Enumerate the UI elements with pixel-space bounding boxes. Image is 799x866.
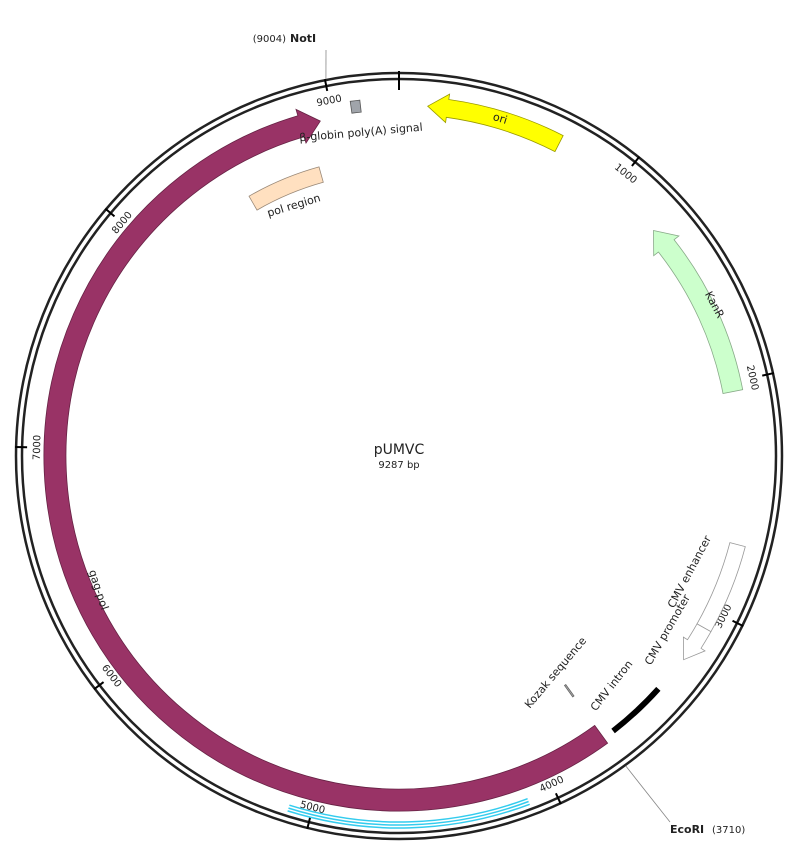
site-position: (3710) bbox=[712, 825, 745, 836]
tick-label: 7000 bbox=[32, 435, 44, 461]
feature bbox=[653, 230, 744, 394]
site-position: (9004) bbox=[253, 34, 286, 45]
tick-mark bbox=[762, 372, 775, 377]
tick-mark bbox=[93, 681, 105, 691]
tick-label: 9000 bbox=[316, 93, 343, 109]
site-line bbox=[625, 765, 671, 823]
plasmid-name: pUMVC bbox=[374, 442, 425, 458]
feature bbox=[427, 93, 564, 153]
feature bbox=[248, 166, 324, 211]
feature bbox=[611, 686, 661, 734]
site-name: NotI bbox=[290, 32, 316, 45]
feature-label: ori bbox=[491, 110, 508, 127]
tick-mark bbox=[104, 207, 116, 218]
tick-label: 1000 bbox=[612, 162, 639, 187]
feature-label: Kozak sequence bbox=[522, 634, 589, 711]
tick-label: 2000 bbox=[744, 364, 760, 391]
tick-mark bbox=[323, 79, 329, 92]
tick-mark bbox=[554, 792, 562, 805]
tick-mark bbox=[631, 155, 641, 167]
plasmid-size: 9287 bp bbox=[378, 460, 419, 471]
feature bbox=[43, 108, 609, 812]
feature bbox=[563, 684, 575, 698]
feature-line bbox=[287, 803, 530, 829]
feature-line bbox=[289, 797, 528, 823]
feature-label: CMV intron bbox=[588, 658, 636, 714]
site-name: EcoRI bbox=[670, 823, 704, 836]
tick-mark bbox=[732, 619, 744, 627]
feature bbox=[682, 623, 712, 661]
feature-line bbox=[288, 800, 529, 826]
feature bbox=[349, 99, 362, 114]
tick-mark bbox=[306, 816, 312, 830]
